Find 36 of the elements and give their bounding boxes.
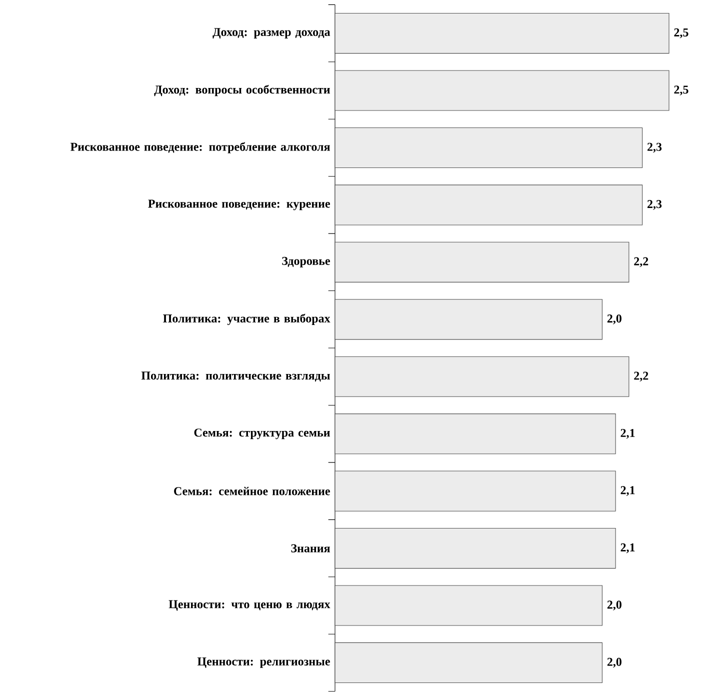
data-label: 2,5 <box>674 28 688 38</box>
y-tick-label: Доход: размер дохода <box>212 28 330 38</box>
bar <box>334 299 602 340</box>
data-label: 2,5 <box>674 86 688 96</box>
bar <box>334 12 670 54</box>
data-label: 2,2 <box>634 372 648 382</box>
y-tick-label: Здоровье <box>282 256 330 268</box>
y-tick-label: Политика: участие в выборах <box>163 314 330 325</box>
bar <box>334 127 643 168</box>
y-tick-label: Семья: структура семьи <box>194 428 330 440</box>
data-label: 2,3 <box>647 200 662 210</box>
data-label: 2,2 <box>634 257 648 268</box>
data-label: 2,0 <box>607 658 622 668</box>
bar <box>334 642 602 684</box>
bar <box>334 528 616 569</box>
bar <box>334 585 602 626</box>
bar <box>334 184 643 226</box>
bar <box>334 470 616 512</box>
bar <box>334 70 670 111</box>
data-label: 2,3 <box>647 142 662 153</box>
data-label: 2,0 <box>607 314 622 324</box>
y-tick-label: Доход: вопросы особственности <box>154 84 330 96</box>
y-tick-label: Рискованное поведение: потребление алкоголя <box>70 142 330 154</box>
bar <box>334 356 630 397</box>
y-tick-label: Знания <box>291 544 330 552</box>
y-tick-label: Ценности: религиозные <box>197 658 330 668</box>
data-label: 2,1 <box>620 428 635 439</box>
data-label: 2,1 <box>620 486 635 496</box>
y-tick-label: Рискованное поведение: курение <box>148 200 330 210</box>
y-tick-label: Семья: семейное положение <box>174 486 330 496</box>
bar <box>334 414 616 454</box>
bar <box>334 242 630 282</box>
y-tick-label: Ценности: что ценю в людях <box>168 600 330 611</box>
data-label: 2,0 <box>607 600 622 610</box>
data-label: 2,1 <box>620 543 635 554</box>
y-tick-label: Политика: политические взгляды <box>141 372 330 382</box>
